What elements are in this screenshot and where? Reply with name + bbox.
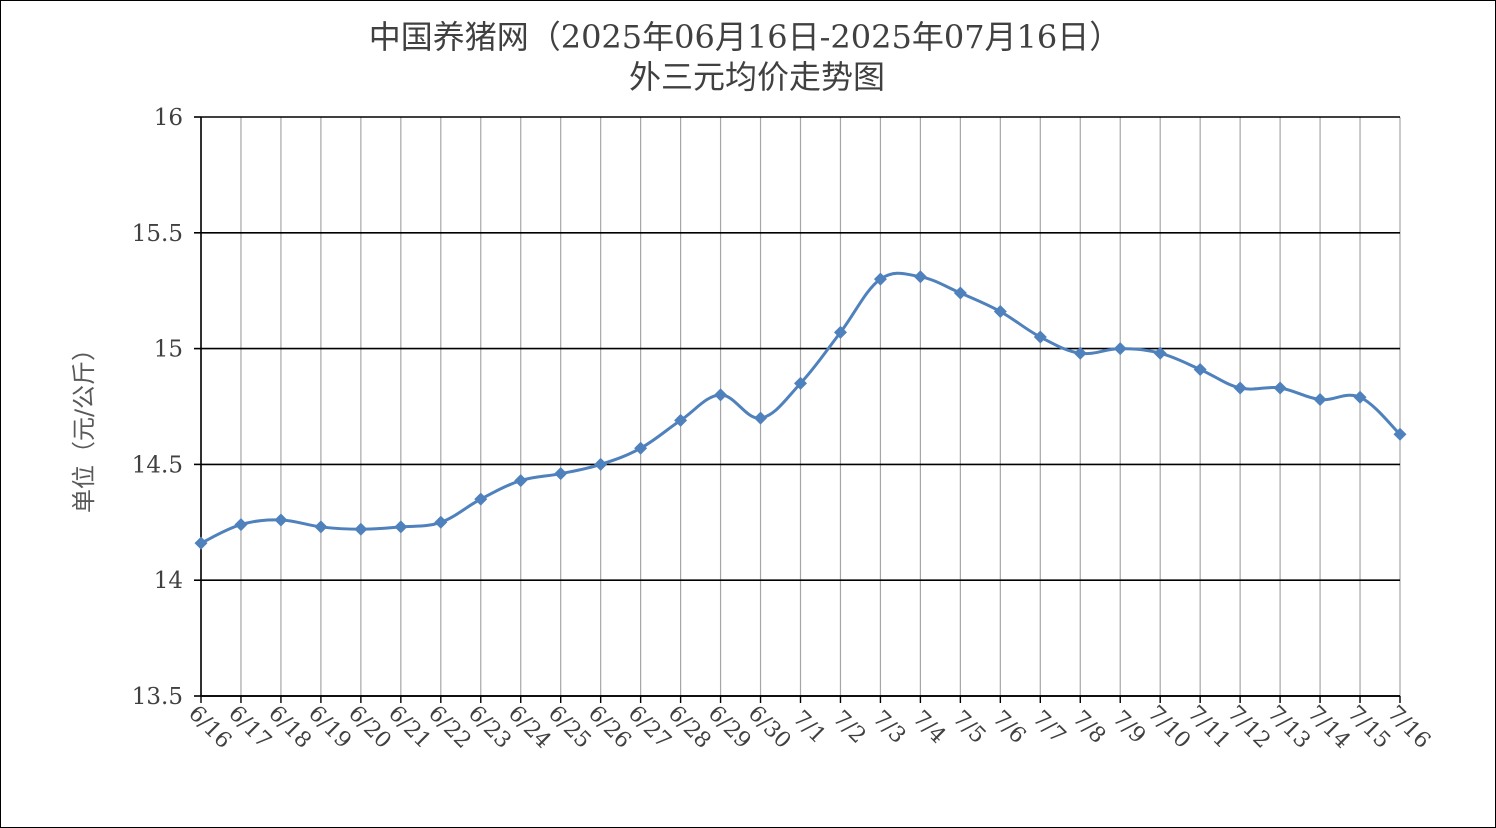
data-point xyxy=(1313,393,1327,407)
data-point xyxy=(794,376,807,390)
x-tick-label: 6/27 xyxy=(623,701,676,754)
data-point xyxy=(833,325,847,339)
x-tick-label: 6/26 xyxy=(583,701,636,754)
x-tick-label: 6/21 xyxy=(383,701,436,754)
y-tick-label: 14.5 xyxy=(132,452,183,478)
x-tick-label: 6/18 xyxy=(263,701,316,754)
x-tick-label: 7/12 xyxy=(1222,701,1275,754)
data-point xyxy=(1073,346,1087,360)
data-point xyxy=(1233,381,1247,395)
data-point xyxy=(474,492,488,506)
x-tick-label: 7/5 xyxy=(948,706,991,749)
y-tick-label: 16 xyxy=(154,105,183,131)
x-tick-label: 6/20 xyxy=(343,701,396,754)
x-tick-label: 6/19 xyxy=(303,701,356,754)
y-tick-label: 15.5 xyxy=(132,221,183,247)
x-tick-label: 6/16 xyxy=(183,701,236,754)
x-tick-label: 7/11 xyxy=(1182,701,1235,754)
data-point xyxy=(594,457,608,471)
y-tick-label: 13.5 xyxy=(132,684,183,710)
x-tick-label: 6/30 xyxy=(743,701,796,754)
data-point xyxy=(554,467,568,481)
x-tick-label: 7/8 xyxy=(1068,706,1111,749)
y-axis-ticks: 13.5 14 14.5 15 15.5 16 xyxy=(132,105,183,710)
data-point xyxy=(1393,427,1407,441)
y-axis-label: 单位（元/公斤） xyxy=(70,337,98,513)
x-tick-label: 7/16 xyxy=(1382,701,1435,754)
data-point xyxy=(1193,362,1207,376)
data-point xyxy=(1033,330,1047,344)
y-tick-label: 14 xyxy=(154,568,183,594)
data-point xyxy=(913,270,927,284)
data-point xyxy=(953,286,967,300)
data-point xyxy=(754,411,768,425)
x-tick-label: 7/9 xyxy=(1107,706,1150,749)
chart-title: 中国养猪网（2025年06月16日-2025年07月16日） xyxy=(369,18,1122,56)
data-point xyxy=(394,520,408,534)
data-point xyxy=(1273,381,1287,395)
data-point xyxy=(714,388,728,402)
x-tick-label: 7/4 xyxy=(908,706,951,749)
y-tick-label: 15 xyxy=(154,337,183,363)
x-tick-label: 7/13 xyxy=(1262,701,1315,754)
data-point xyxy=(993,305,1007,319)
x-tick-label: 6/17 xyxy=(223,701,276,754)
data-point xyxy=(514,474,528,488)
x-tick-label: 7/6 xyxy=(988,706,1031,749)
x-tick-label: 7/1 xyxy=(788,706,831,749)
data-point xyxy=(274,513,288,527)
data-point xyxy=(873,272,887,286)
data-point xyxy=(1113,342,1127,356)
data-point xyxy=(314,520,328,534)
data-point xyxy=(1153,346,1167,360)
x-tick-label: 7/7 xyxy=(1028,706,1071,749)
x-tick-label: 6/23 xyxy=(463,701,516,754)
x-tick-label: 7/2 xyxy=(828,706,871,749)
x-tick-label: 6/25 xyxy=(543,701,596,754)
data-point xyxy=(434,515,448,529)
x-tick-label: 6/24 xyxy=(503,701,556,754)
data-point xyxy=(674,413,688,427)
x-tick-label: 6/22 xyxy=(423,701,476,754)
gridlines xyxy=(194,116,1401,703)
x-tick-label: 7/14 xyxy=(1302,701,1355,754)
x-tick-label: 6/28 xyxy=(663,701,716,754)
x-tick-label: 7/15 xyxy=(1342,701,1395,754)
data-point xyxy=(634,441,648,455)
data-point xyxy=(194,536,208,550)
x-tick-label: 6/29 xyxy=(703,701,756,754)
x-tick-label: 7/3 xyxy=(868,706,911,749)
x-axis-ticks: 6/166/176/186/196/206/216/226/236/246/25… xyxy=(183,701,1435,754)
x-tick-label: 7/10 xyxy=(1142,701,1195,754)
series-layer xyxy=(194,270,1407,550)
data-point xyxy=(1353,390,1367,404)
chart-subtitle: 外三元均价走势图 xyxy=(629,58,885,96)
data-point xyxy=(354,522,368,536)
data-point xyxy=(234,518,248,532)
